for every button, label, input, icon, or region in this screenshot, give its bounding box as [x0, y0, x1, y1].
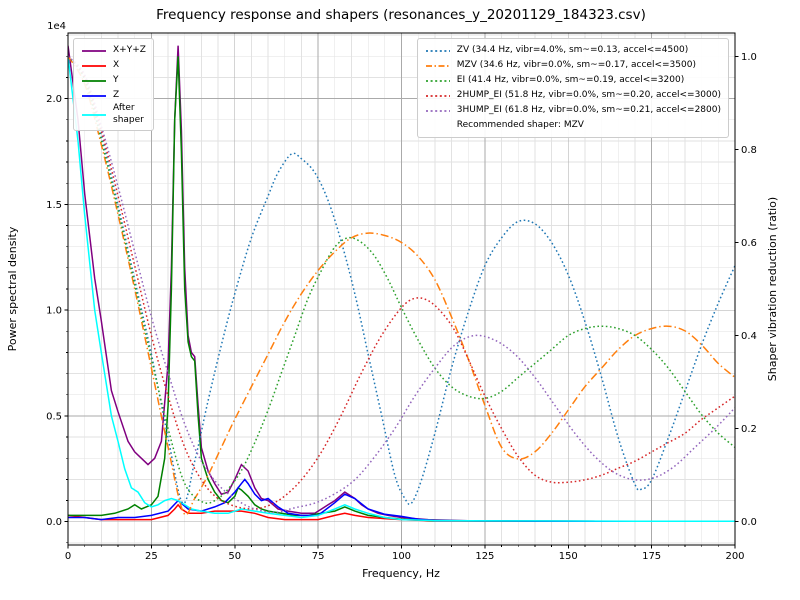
y-left-tick-label: 2.0 [46, 94, 62, 105]
legend-item: X+Y+Z [81, 43, 146, 58]
curve-ei [68, 55, 735, 504]
y-axis-offset-label: 1e4 [47, 21, 66, 32]
legend-swatch-line [425, 49, 450, 52]
y-right-tick-label: 0.0 [741, 517, 757, 528]
x-tick-label: 100 [392, 551, 411, 562]
legend-item: EI (41.4 Hz, vibr=0.0%, sm~=0.19, accel<… [425, 73, 721, 88]
y-left-tick-label: 1.0 [46, 306, 62, 317]
y-left-tick-label: 0.0 [46, 517, 62, 528]
x-tick-label: 175 [642, 551, 661, 562]
chart-title: Frequency response and shapers (resonanc… [156, 7, 646, 23]
legend-label: X [113, 59, 120, 70]
x-axis-label: Frequency, Hz [362, 567, 440, 580]
curve-after-shaper [68, 56, 735, 523]
legend-item: Recommended shaper: MZV [425, 118, 721, 133]
x-tick-label: 75 [312, 551, 325, 562]
legend-item: Y [81, 73, 146, 88]
legend-label: X+Y+Z [113, 44, 146, 55]
y-left-tick-label: 0.5 [46, 411, 62, 422]
y-left-tick-label: 1.5 [46, 200, 62, 211]
legend-swatch-line [425, 64, 450, 67]
x-tick-label: 0 [65, 551, 71, 562]
legend-item: 3HUMP_EI (61.8 Hz, vibr=0.0%, sm~=0.21, … [425, 103, 721, 118]
legend-swatch-line [425, 94, 450, 97]
curves [68, 45, 735, 523]
legend-item: ZV (34.4 Hz, vibr=4.0%, sm~=0.13, accel<… [425, 43, 721, 58]
legend-label: EI (41.4 Hz, vibr=0.0%, sm~=0.19, accel<… [456, 74, 685, 85]
x-tick-label: 125 [475, 551, 494, 562]
legend-psd: X+Y+Z X Y Z After shaper [73, 38, 154, 132]
curve-mzv [68, 55, 735, 516]
legend-swatch-line [82, 94, 106, 97]
legend-item: After shaper [81, 103, 146, 126]
legend-shapers: ZV (34.4 Hz, vibr=4.0%, sm~=0.13, accel<… [416, 38, 729, 138]
legend-label: After shaper [113, 103, 144, 125]
legend-label: 3HUMP_EI (61.8 Hz, vibr=0.0%, sm~=0.21, … [456, 104, 721, 115]
legend-swatch-line [82, 79, 106, 82]
curve-x-y-z-sum [68, 45, 735, 523]
legend-label: Z [113, 89, 120, 100]
y-right-tick-label: 0.4 [741, 331, 757, 342]
legend-swatch-line [425, 79, 450, 82]
curve-zv [68, 55, 735, 506]
legend-label: MZV (34.6 Hz, vibr=0.0%, sm~=0.17, accel… [456, 59, 696, 70]
y-right-tick-label: 0.8 [741, 145, 757, 156]
x-tick-label: 25 [145, 551, 158, 562]
x-tick-label: 150 [559, 551, 578, 562]
x-tick-label: 50 [228, 551, 241, 562]
legend-label: Recommended shaper: MZV [456, 119, 584, 130]
y-right-tick-label: 1.0 [741, 52, 757, 63]
axes-frame: 0 25 50 75 100 125 150 175 200 0.0 0.5 1.0 1.5 2.0 0.0… [46, 32, 757, 562]
legend-label: Y [113, 74, 119, 85]
legend-swatch-line [425, 121, 451, 131]
legend-item: Z [81, 88, 146, 103]
legend-item: MZV (34.6 Hz, vibr=0.0%, sm~=0.17, accel… [425, 58, 721, 73]
y-right-tick-label: 0.2 [741, 424, 757, 435]
legend-label: ZV (34.4 Hz, vibr=4.0%, sm~=0.13, accel<… [456, 44, 689, 55]
legend-swatch-line [82, 49, 106, 52]
legend-swatch-line [425, 109, 450, 112]
legend-label: 2HUMP_EI (51.8 Hz, vibr=0.0%, sm~=0.20, … [456, 89, 721, 100]
x-tick-label: 200 [725, 551, 744, 562]
y-right-tick-label: 0.6 [741, 238, 757, 249]
legend-item: X [81, 58, 146, 73]
legend-swatch-line [82, 64, 106, 67]
y-axis-label-left: Power spectral density [6, 226, 19, 351]
legend-item: 2HUMP_EI (51.8 Hz, vibr=0.0%, sm~=0.20, … [425, 88, 721, 103]
y-axis-label-right: Shaper vibration reduction (ratio) [766, 197, 779, 381]
legend-swatch-line [82, 113, 106, 116]
